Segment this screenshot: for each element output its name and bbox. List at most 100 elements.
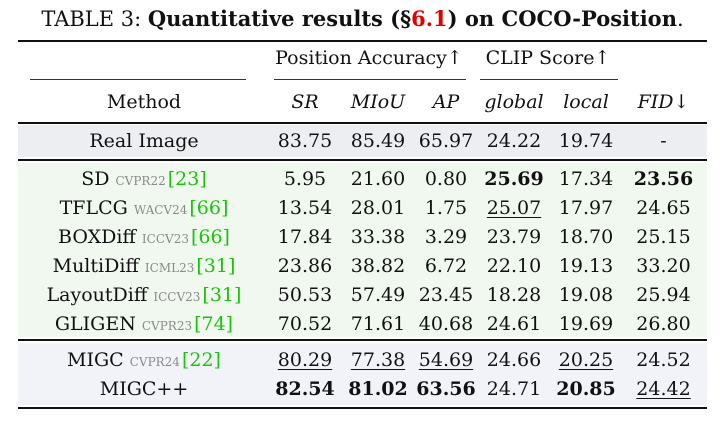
table-caption: TABLE 3: Quantitative results (§6.1) on … (0, 6, 725, 31)
table-row: MIGC++ 82.54 81.02 63.56 24.71 20.85 24.… (18, 374, 707, 404)
miou-cell: 85.49 (350, 130, 406, 152)
miou-cell: 33.38 (350, 226, 406, 248)
top-rule (18, 40, 707, 42)
baseline-rule (18, 339, 707, 341)
miou-cell: 28.01 (350, 197, 406, 219)
citation-link[interactable]: [74] (194, 313, 234, 335)
bottom-rule (18, 407, 707, 409)
local-cell: 19.08 (558, 284, 614, 306)
column-header-row: Method SR MIoU AP global local FID↓ (18, 87, 707, 117)
ap-cell: 63.56 (416, 378, 476, 400)
citation-link[interactable]: [22] (181, 349, 221, 371)
miou-cell: 71.61 (350, 313, 406, 335)
table-row: Real Image 83.75 85.49 65.97 24.22 19.74… (18, 126, 707, 156)
citation-link[interactable]: [66] (189, 197, 229, 219)
sr-cell: 13.54 (277, 197, 333, 219)
method-cell: BOXDiff ICCV23 [66] (18, 222, 270, 254)
citation-link[interactable]: [31] (202, 284, 242, 306)
local-cell: 17.97 (558, 197, 614, 219)
method-cell: MIGC CVPR24 [22] (18, 345, 270, 377)
table-row: LayoutDiff ICCV23 [31] 50.53 57.49 23.45 1… (18, 280, 707, 310)
caption-section-ref[interactable]: 6.1 (411, 6, 448, 31)
method-name: MIGC (67, 349, 124, 371)
fid-cell: 25.94 (636, 284, 691, 306)
header-fid: FID↓ (637, 91, 690, 113)
ap-cell: 3.29 (424, 226, 468, 248)
ap-cell: 6.72 (424, 255, 468, 277)
header-local: local (563, 91, 609, 113)
caption-prefix: TABLE 3: (41, 7, 142, 31)
sr-cell: 83.75 (277, 130, 333, 152)
table-row: TFLCG WACV24 [66] 13.54 28.01 1.75 25.07 1… (18, 193, 707, 223)
local-cell: 20.25 (558, 349, 614, 371)
fid-cell: 23.56 (633, 168, 694, 190)
global-cell: 18.28 (486, 284, 542, 306)
venue-label: ICCV23 (141, 232, 189, 246)
method-cell: MultiDiff ICML23 [31] (18, 251, 270, 283)
caption-title-start: Quantitative results (§ (147, 6, 412, 31)
real-image-band (18, 125, 707, 157)
header-rule (18, 122, 707, 124)
local-cell: 19.13 (558, 255, 614, 277)
venue-label: CVPR22 (115, 174, 166, 188)
fid-cell: 24.52 (636, 349, 691, 371)
group-clip-score: CLIP Score↑ (485, 47, 611, 69)
local-cell: 18.70 (558, 226, 614, 248)
sr-cell: 23.86 (277, 255, 333, 277)
method-cell: SD CVPR22 [23] (18, 164, 270, 196)
ap-cell: 1.75 (424, 197, 468, 219)
venue-label: WACV24 (133, 203, 188, 217)
method-name: TFLCG (59, 197, 128, 219)
global-cell: 22.10 (486, 255, 542, 277)
method-cell: Real Image (18, 126, 270, 156)
sr-cell: 5.95 (283, 168, 327, 190)
ap-cell: 23.45 (418, 284, 474, 306)
table-row: MIGC CVPR24 [22] 80.29 77.38 54.69 24.66 2… (18, 345, 707, 375)
sr-cell: 50.53 (277, 284, 333, 306)
baseline-band (18, 163, 707, 337)
header-method: Method (106, 91, 182, 113)
citation-link[interactable]: [31] (196, 255, 236, 277)
venue-label: ICML23 (144, 261, 195, 275)
method-cmidrule (30, 79, 246, 80)
header-miou: MIoU (350, 91, 406, 113)
group-position-accuracy: Position Accuracy↑ (275, 47, 463, 69)
citation-link[interactable]: [23] (167, 168, 207, 190)
method-cell: TFLCG WACV24 [66] (18, 193, 270, 225)
header-sr: SR (291, 91, 319, 113)
header-ap: AP (432, 91, 460, 113)
fid-cell: 25.15 (636, 226, 691, 248)
venue-label: CVPR24 (129, 355, 180, 369)
miou-cell: 77.38 (350, 349, 406, 371)
table-row: SD CVPR22 [23] 5.95 21.60 0.80 25.69 17.34… (18, 164, 707, 194)
ap-cell: 65.97 (418, 130, 474, 152)
method-cell: LayoutDiff ICCV23 [31] (18, 280, 270, 312)
caption-title-end: ) on COCO-Position (447, 6, 677, 31)
citation-link[interactable]: [66] (190, 226, 230, 248)
real-rule (18, 159, 707, 161)
ap-cell: 40.68 (418, 313, 474, 335)
ap-cell: 54.69 (418, 349, 474, 371)
fid-cell: 33.20 (636, 255, 691, 277)
miou-cell: 57.49 (350, 284, 406, 306)
fid-cell: 24.65 (636, 197, 691, 219)
sr-cell: 82.54 (275, 378, 335, 400)
caption-period: . (676, 7, 684, 31)
ap-cell: 0.80 (424, 168, 468, 190)
method-name: LayoutDiff (46, 284, 148, 306)
position-cmidrule (274, 79, 466, 80)
method-name: BOXDiff (58, 226, 136, 248)
global-cell: 25.69 (484, 168, 544, 190)
miou-cell: 38.82 (350, 255, 406, 277)
method-name: MultiDiff (52, 255, 139, 277)
local-cell: 19.69 (558, 313, 614, 335)
method-cell: GLIGEN CVPR23 [74] (18, 309, 270, 341)
clip-cmidrule (480, 79, 618, 80)
method-name: MIGC++ (99, 378, 189, 400)
sr-cell: 80.29 (277, 349, 333, 371)
table-row: BOXDiff ICCV23 [66] 17.84 33.38 3.29 23.79… (18, 222, 707, 252)
ours-band (18, 343, 707, 405)
fid-cell: - (660, 130, 667, 152)
method-name: Real Image (89, 130, 199, 152)
header-global: global (484, 91, 544, 113)
